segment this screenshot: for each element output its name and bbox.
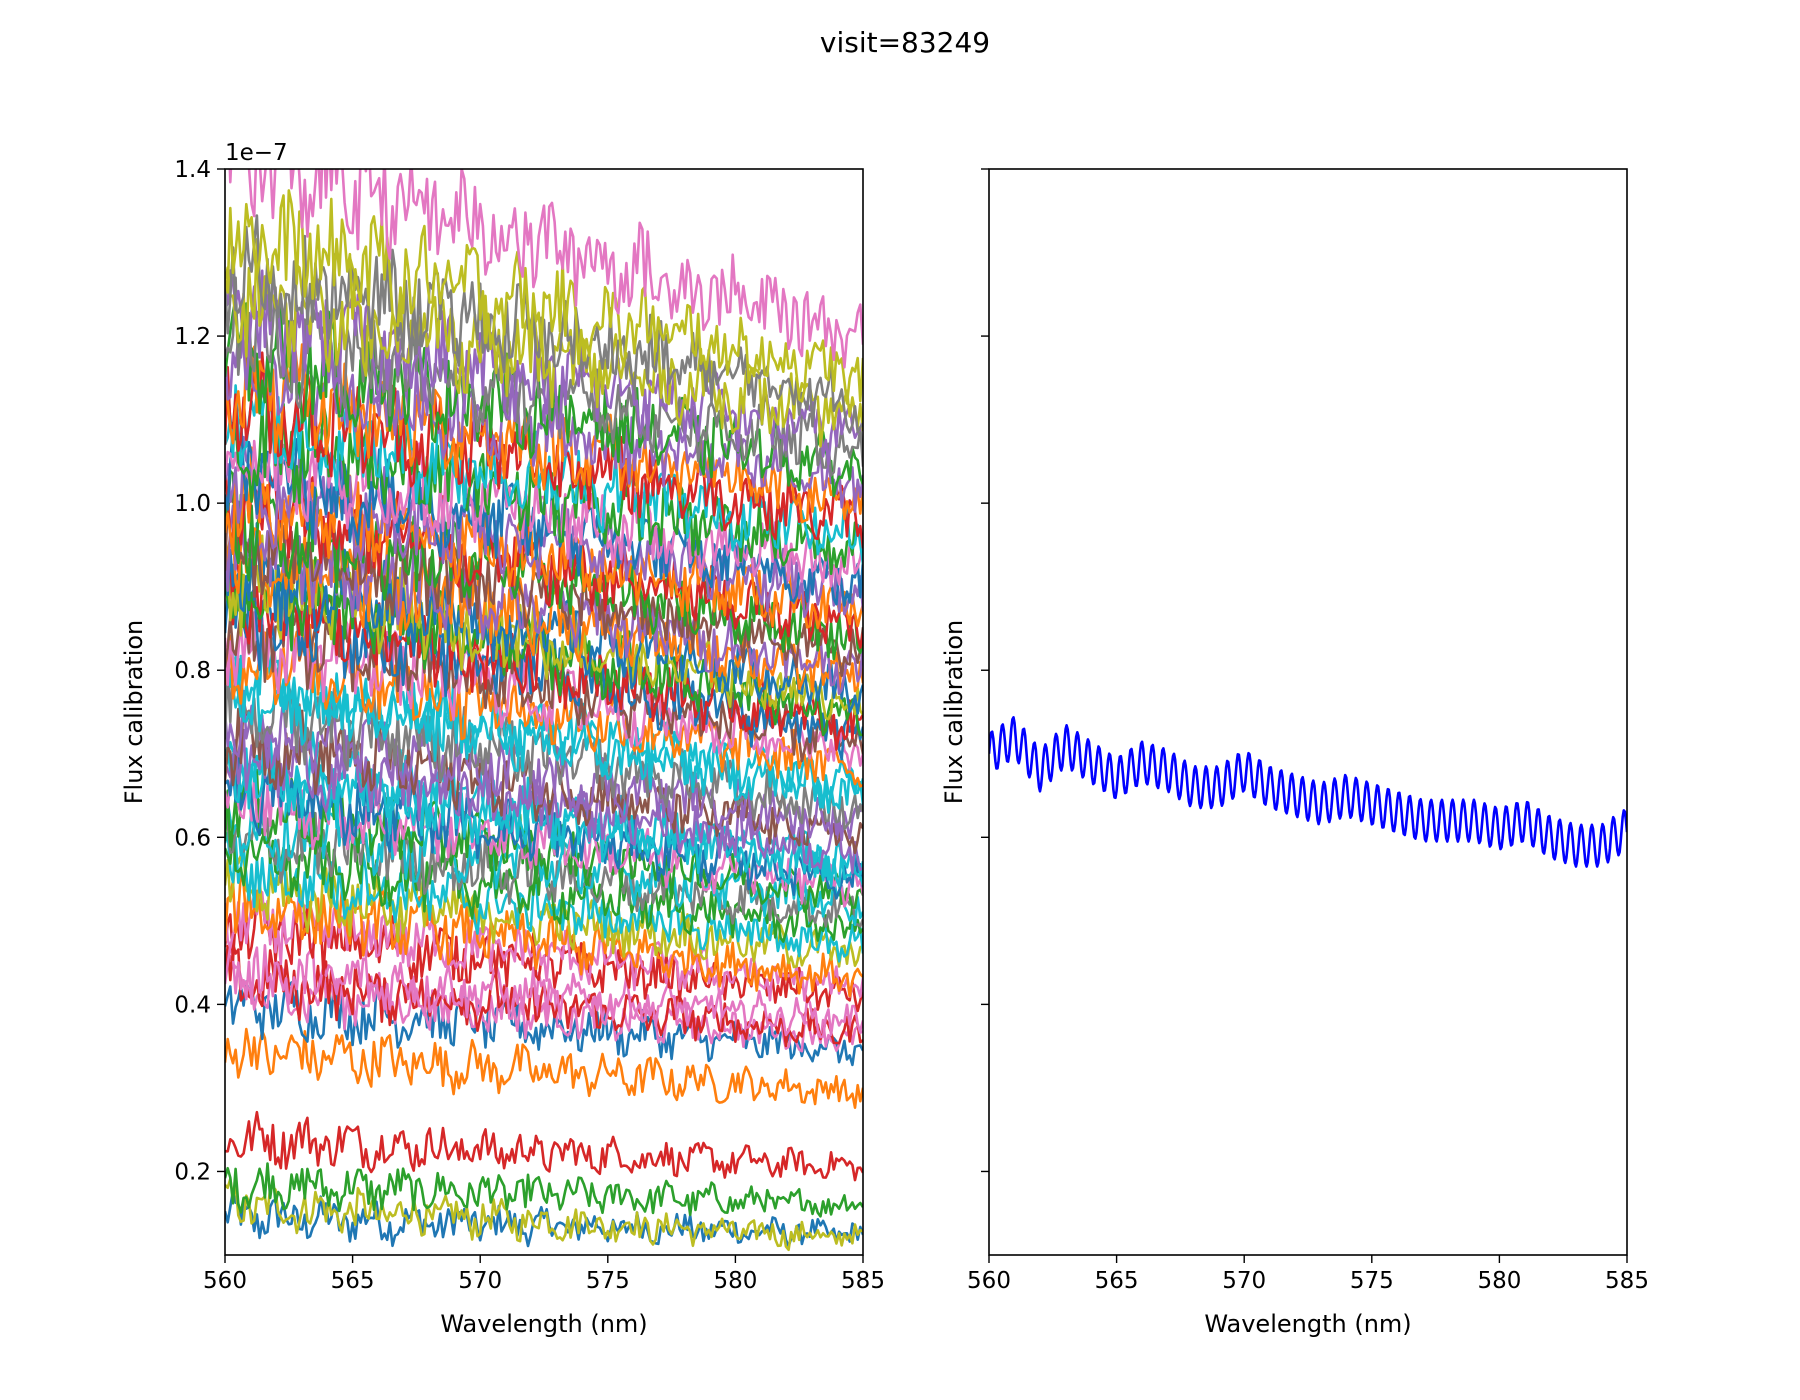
right-y-ticks	[981, 168, 989, 1173]
left-series-line	[225, 942, 863, 1039]
right-axes-frame	[988, 168, 1628, 1256]
right-x-tick-label: 560	[967, 1268, 1011, 1294]
left-series-line	[225, 753, 863, 900]
left-x-tick-label: 565	[331, 1268, 375, 1294]
left-x-tick-label: 580	[713, 1268, 757, 1294]
right-x-tick-label: 575	[1350, 1268, 1394, 1294]
left-series-line	[225, 1177, 863, 1252]
left-y-tick-label: 0.2	[174, 1159, 211, 1185]
left-series-line	[225, 189, 863, 405]
left-series-line	[225, 1162, 863, 1218]
right-x-tick-label: 570	[1222, 1268, 1266, 1294]
left-y-tick-label: 1.0	[174, 491, 211, 517]
figure-title: visit=83249	[820, 26, 990, 59]
left-x-axis-label: Wavelength (nm)	[440, 1310, 647, 1338]
left-series-line	[225, 648, 863, 814]
left-series-line	[225, 500, 863, 695]
left-y-axis-label: Flux calibration	[120, 620, 148, 805]
left-series-line	[225, 656, 863, 831]
left-series-line	[225, 831, 863, 963]
left-series-line	[225, 522, 863, 715]
left-x-ticks: 560 565 570 575 580 585	[203, 1255, 885, 1294]
left-series-line	[225, 269, 863, 466]
right-x-axis-label: Wavelength (nm)	[1204, 1310, 1411, 1338]
right-x-ticks: 560 565 570 575 580 585	[967, 1255, 1649, 1294]
left-y-tick-label: 0.4	[174, 992, 211, 1018]
left-series-group	[225, 169, 863, 1252]
right-series-line	[989, 716, 1627, 868]
left-y-tick-label: 0.8	[174, 658, 211, 684]
left-series-line	[225, 435, 863, 619]
left-axes-frame	[224, 168, 864, 1256]
left-series-line	[225, 888, 863, 1002]
right-panel: 560 565 570 575 580 585 Wavelength (nm) Flux …	[940, 168, 1649, 1338]
left-x-tick-label: 560	[203, 1268, 247, 1294]
left-x-tick-label: 585	[841, 1268, 885, 1294]
right-series-group	[989, 716, 1627, 868]
left-y-tick-label: 0.6	[174, 825, 211, 851]
left-y-ticks: 0.2 0.4 0.6 0.8 1.0 1.2 1.4	[174, 157, 225, 1185]
left-x-tick-label: 575	[586, 1268, 630, 1294]
right-x-tick-label: 580	[1477, 1268, 1521, 1294]
left-series-line	[225, 516, 863, 695]
left-x-tick-label: 570	[458, 1268, 502, 1294]
right-x-tick-label: 585	[1605, 1268, 1649, 1294]
left-series-line	[225, 1027, 863, 1109]
left-series-line	[225, 606, 863, 771]
left-series-line	[225, 850, 863, 969]
left-y-tick-label: 1.2	[174, 324, 211, 350]
left-series-line	[225, 336, 863, 524]
left-series-line	[228, 169, 863, 369]
left-series-line	[225, 1110, 863, 1182]
left-y-offset-label: 1e−7	[225, 140, 288, 166]
left-y-tick-label: 1.4	[174, 157, 211, 183]
left-series-line	[225, 214, 863, 434]
right-x-tick-label: 565	[1095, 1268, 1139, 1294]
right-y-axis-label: Flux calibration	[940, 620, 968, 805]
left-series-line	[225, 977, 863, 1067]
left-panel: 560 565 570 575 580 585 0.2 0.4 0.6 0.8 1.0 1.2 1.4…	[120, 140, 885, 1338]
